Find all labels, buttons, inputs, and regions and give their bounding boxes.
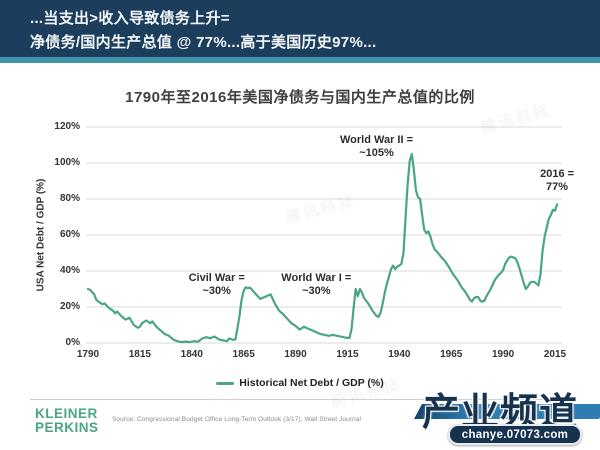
x-axis-tick-label: 1840: [180, 349, 203, 360]
legend-label: Historical Net Debt / GDP (%): [239, 377, 384, 389]
y-axis-tick-label: 20%: [59, 301, 80, 312]
slide-header: ...当支出>收入导致债务上升= 净债务/国内生产总值 @ 77%...高于美国…: [0, 0, 600, 57]
x-axis-tick-label: 1865: [232, 349, 255, 360]
chart-annotation: Civil War = ~30%: [189, 272, 245, 298]
logo-line-1: KLEINER: [35, 406, 98, 421]
watermark-url: chanye.07073.com: [461, 428, 569, 441]
annotation-line: Civil War =: [188, 272, 245, 285]
annotation-line: ~105%: [359, 146, 394, 159]
watermark-url-band: chanye.07073.com: [448, 424, 582, 445]
chart-annotation: World War II = ~105%: [340, 134, 413, 160]
x-axis-tick-label: 1915: [336, 349, 359, 360]
header-accent-strip: [0, 57, 600, 63]
annotation-line: ~30%: [302, 285, 331, 298]
logo-line-2: PERKINS: [35, 420, 99, 435]
x-axis-tick-label: 1965: [440, 349, 463, 360]
y-axis-tick-label: 40%: [59, 265, 80, 276]
y-axis-tick-label: 100%: [54, 157, 80, 168]
x-axis-tick-label: 1940: [388, 349, 411, 360]
x-axis-tick-label: 1790: [76, 349, 100, 360]
x-axis-tick-label: 1890: [284, 349, 307, 360]
header-line-2: 净债务/国内生产总值 @ 77%...高于美国历史97%...: [30, 34, 377, 51]
footer-divider: [30, 399, 570, 400]
kleiner-perkins-logo: KLEINER PERKINS: [35, 407, 99, 435]
chart-title: 1790年至2016年美国净债务与国内生产总值的比例: [125, 89, 475, 106]
legend-line-swatch: [216, 381, 235, 385]
source-note: Source: Congressional Budget Office Long…: [112, 416, 362, 423]
x-axis-tick-label: 1990: [491, 349, 515, 360]
y-axis-tick-label: 0%: [65, 337, 80, 348]
chart-legend: Historical Net Debt / GDP (%): [0, 377, 600, 389]
annotation-line: World War II =: [339, 133, 414, 146]
y-axis-tick-label: 60%: [59, 229, 80, 240]
site-watermark: 产业频道 chanye.07073.com: [410, 393, 600, 450]
annotation-line: ~30%: [202, 285, 231, 298]
annotation-line: World War I =: [281, 272, 352, 285]
chart-annotation: 2016 = 77%: [540, 168, 574, 194]
annotation-line: 2016 =: [540, 168, 575, 180]
header-line-1: ...当支出>收入导致债务上升=: [30, 10, 230, 27]
historical-net-debt-line: [86, 152, 559, 344]
annotation-line: 77%: [546, 181, 569, 193]
x-axis-tick-label: 1815: [128, 349, 151, 360]
y-axis-tick-label: 120%: [54, 121, 80, 132]
x-axis-tick-label: 2015: [543, 349, 567, 360]
chart-annotation: World War I = ~30%: [281, 272, 351, 298]
y-axis-tick-label: 80%: [59, 193, 80, 204]
